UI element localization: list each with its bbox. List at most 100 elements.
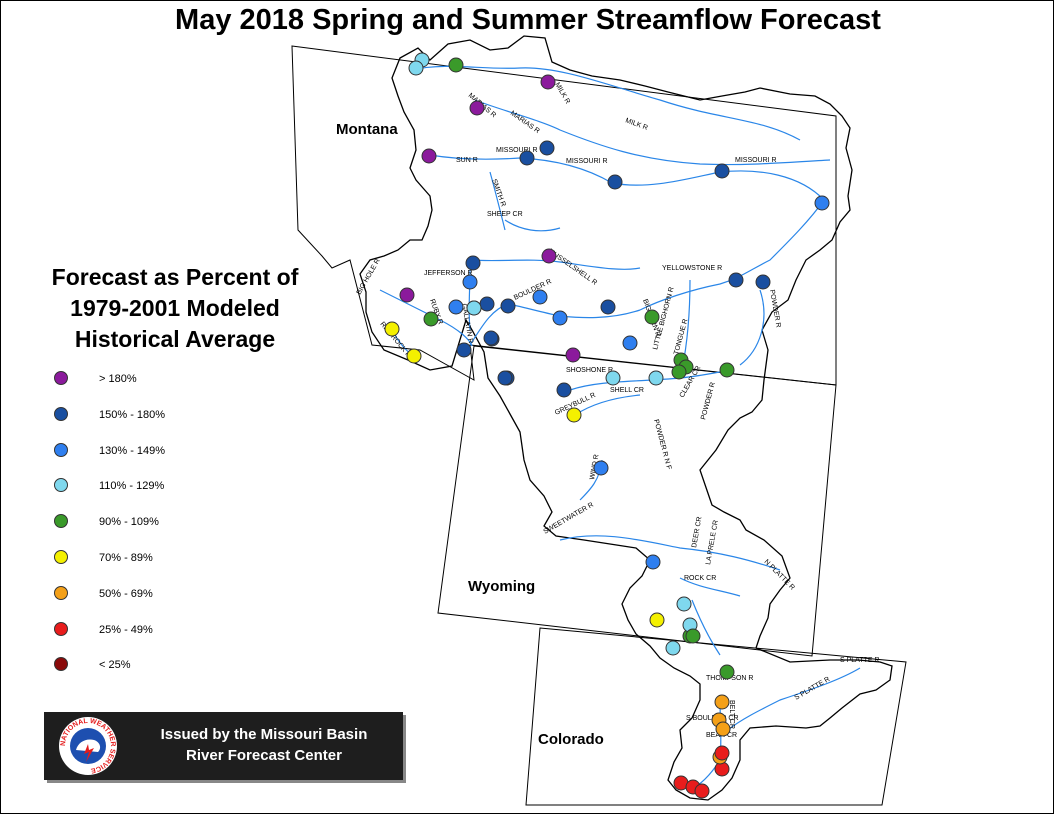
forecast-station-marker[interactable] [552,310,568,326]
river-label: SUN R [456,157,478,164]
river-label: BIG HOLE R [356,258,382,296]
river-label: MILK R [553,82,571,106]
forecast-station-marker[interactable] [469,100,485,116]
forecast-station-marker[interactable] [719,664,735,680]
forecast-station-marker[interactable] [540,74,556,90]
legend-swatch [54,371,68,385]
forecast-station-marker[interactable] [607,174,623,190]
legend-label: 130% - 149% [99,444,166,457]
legend-swatch [54,657,68,672]
forecast-station-marker[interactable] [755,274,771,290]
river-label: ROCK CR [684,575,716,582]
legend-title-line: 1979-2001 Modeled [70,295,280,321]
forecast-station-marker[interactable] [423,311,439,327]
issued-line: River Forecast Center [186,747,342,764]
issued-line: Issued by the Missouri Basin [160,726,368,743]
issued-by-banner: NATIONAL WEATHER SERVICE Issued by the M… [44,712,403,780]
river-label: S PLATTE R [840,657,880,664]
forecast-station-marker[interactable] [714,163,730,179]
montana-boundary [291,45,837,386]
forecast-station-marker[interactable] [685,628,701,644]
forecast-station-marker[interactable] [519,150,535,166]
river-label: JEFFERSON R [424,270,473,277]
legend-label: < 25% [99,659,131,672]
forecast-station-marker[interactable] [541,248,557,264]
river-label: BELT CR [728,700,735,729]
forecast-station-marker[interactable] [649,612,665,628]
legend-title-line: Forecast as Percent of [51,264,299,290]
nws-logo-icon: NATIONAL WEATHER SERVICE [59,717,117,775]
legend-swatch [54,406,68,421]
state-label-wyoming: Wyoming [468,578,535,595]
forecast-station-marker[interactable] [565,347,581,363]
forecast-station-marker[interactable] [715,721,731,737]
legend-title-line: Historical Average [74,326,276,352]
legend-label: 110% - 129% [99,480,165,493]
river-label: SHOSHONE R [566,367,613,374]
forecast-station-marker[interactable] [456,342,472,358]
forecast-station-marker[interactable] [714,694,730,710]
wyoming-boundary [437,345,837,657]
river-label: YELLOWSTONE R [662,265,722,272]
forecast-station-marker[interactable] [714,745,730,761]
forecast-station-marker[interactable] [728,272,744,288]
river-label: POWDER R [768,289,782,328]
forecast-station-marker[interactable] [462,274,478,290]
legend-label: 150% - 180% [99,408,166,421]
forecast-station-marker[interactable] [399,287,415,303]
forecast-station-marker[interactable] [645,554,661,570]
forecast-station-marker[interactable] [497,370,513,386]
legend-label: 25% - 49% [99,623,153,636]
river-label: S PLATTE R [794,676,832,702]
forecast-station-marker[interactable] [600,299,616,315]
forecast-station-marker[interactable] [644,309,660,325]
river-label: MISSOURI R [496,147,538,154]
forecast-station-marker[interactable] [408,60,424,76]
forecast-station-marker[interactable] [406,348,422,364]
legend-swatch [54,621,68,636]
river-label: MISSOURI R [566,158,608,165]
state-label-montana: Montana [336,121,398,138]
forecast-station-marker[interactable] [671,364,687,380]
forecast-station-marker[interactable] [719,362,735,378]
legend-label: 70% - 89% [99,551,153,564]
legend-swatch [54,549,68,564]
forecast-station-marker[interactable] [465,255,481,271]
legend-label: 90% - 109% [99,516,159,529]
map-title: May 2018 Spring and Summer Streamflow Fo… [175,4,881,36]
issued-text: Issued by the Missouri Basin River Forec… [134,724,394,766]
forecast-station-marker[interactable] [665,640,681,656]
forecast-station-marker[interactable] [539,140,555,156]
basin-outline [359,35,893,801]
forecast-station-marker[interactable] [566,407,582,423]
river-label: MARIAS R [509,110,541,135]
forecast-station-marker[interactable] [532,289,548,305]
forecast-station-marker[interactable] [384,321,400,337]
legend-swatch [54,478,68,493]
forecast-station-marker[interactable] [648,370,664,386]
forecast-station-marker[interactable] [479,296,495,312]
forecast-station-marker[interactable] [593,460,609,476]
forecast-station-marker[interactable] [622,335,638,351]
forecast-station-marker[interactable] [556,382,572,398]
forecast-station-marker[interactable] [466,300,482,316]
forecast-station-marker[interactable] [483,330,499,346]
forecast-station-marker[interactable] [448,299,464,315]
forecast-station-marker[interactable] [694,783,710,799]
river-label: DEER CR [691,516,703,548]
river-label: POWDER R N F [652,419,672,471]
forecast-station-marker[interactable] [448,57,464,73]
state-label-colorado: Colorado [538,731,604,748]
river-label: SHEEP CR [487,211,523,218]
forecast-station-marker[interactable] [421,148,437,164]
forecast-station-marker[interactable] [814,195,830,211]
forecast-station-marker[interactable] [500,298,516,314]
legend-title: Forecast as Percent of 1979-2001 Modeled… [20,262,330,355]
forecast-station-marker[interactable] [605,370,621,386]
river-label: SHELL CR [610,387,644,394]
forecast-station-marker[interactable] [676,596,692,612]
river-label: MISSOURI R [735,157,777,164]
legend-swatch [54,442,68,457]
